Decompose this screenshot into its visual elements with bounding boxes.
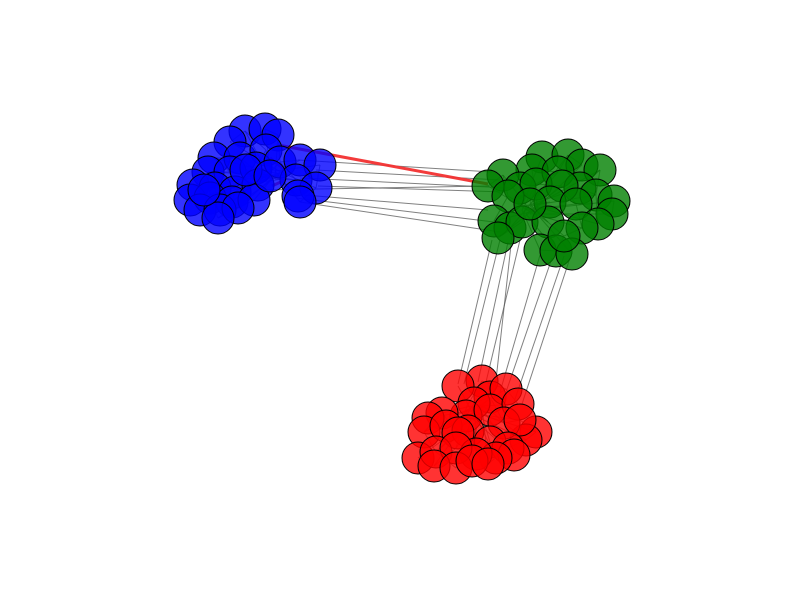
- green-node: [481, 221, 515, 255]
- inter-edge-green-red: [485, 239, 521, 383]
- inter-edge-blue-green: [303, 194, 489, 211]
- blue-node: [283, 185, 317, 219]
- red-node: [503, 403, 537, 437]
- inter-edge-green-red: [477, 241, 509, 383]
- inter-edge-green-red: [513, 255, 565, 403]
- green-node: [547, 219, 581, 253]
- inter-edge-green-red: [457, 239, 493, 385]
- blue-node: [187, 173, 221, 207]
- red-node: [471, 447, 505, 481]
- inter-edge-green-red: [463, 239, 501, 385]
- green-node: [513, 187, 547, 221]
- inter-edge-blue-green: [295, 197, 495, 223]
- inter-edge-green-red: [505, 257, 553, 393]
- nodes-layer: [173, 112, 631, 485]
- inter-edge-green-red: [521, 257, 571, 405]
- inter-edge-blue-green: [315, 169, 501, 181]
- blue-node: [253, 159, 287, 193]
- blue-node: [201, 201, 235, 235]
- inter-edge-green-red: [493, 235, 513, 399]
- inter-edge-green-red: [499, 254, 541, 393]
- inter-edge-blue-green: [299, 201, 501, 233]
